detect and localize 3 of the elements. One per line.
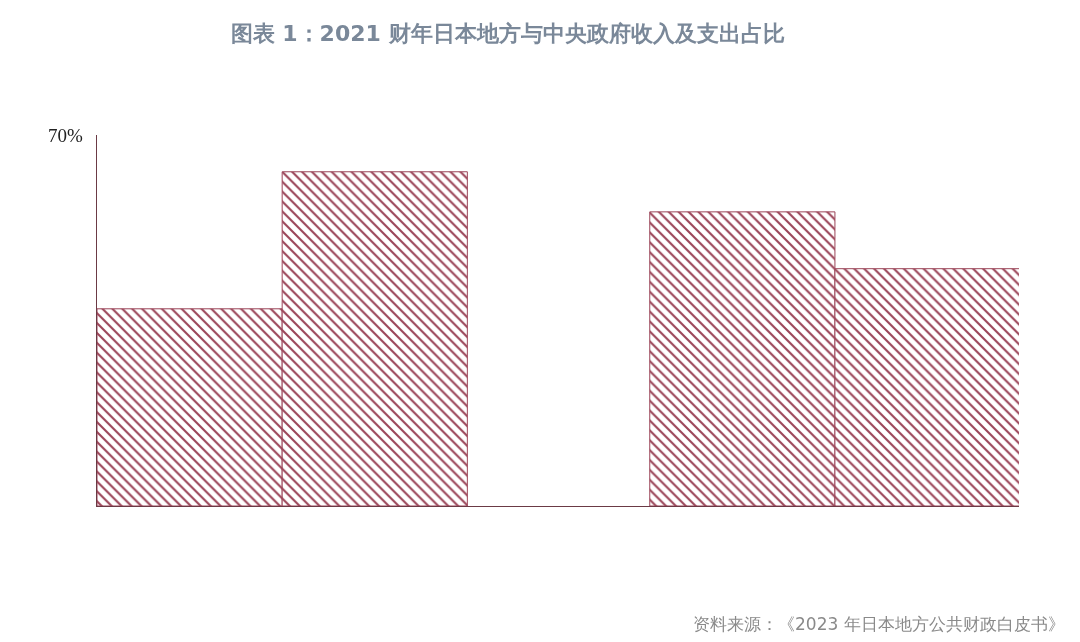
- chart-title: 图表 1：2021 财年日本地方与中央政府收入及支出占比: [230, 21, 785, 47]
- text: 70%: [48, 125, 83, 146]
- text: 资料来源：《2023 年日本地方公共财政白皮书》: [693, 614, 1065, 634]
